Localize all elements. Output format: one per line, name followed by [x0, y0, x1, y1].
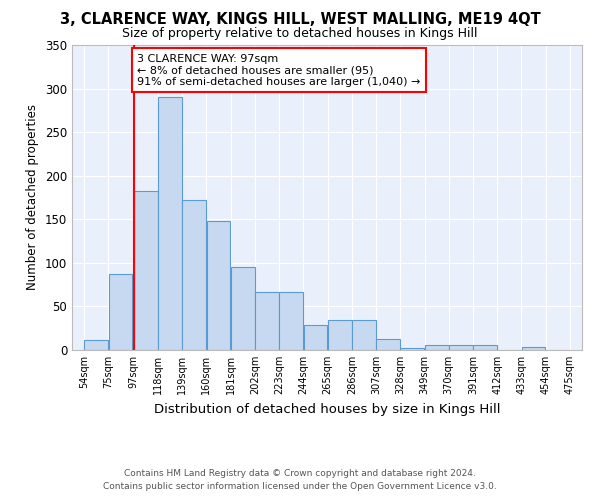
Bar: [425, 345, 449, 350]
Text: 3, CLARENCE WAY, KINGS HILL, WEST MALLING, ME19 4QT: 3, CLARENCE WAY, KINGS HILL, WEST MALLIN…: [59, 12, 541, 28]
Bar: [84, 340, 108, 350]
Bar: [376, 338, 400, 350]
Bar: [304, 324, 328, 350]
Bar: [279, 292, 303, 350]
Text: Size of property relative to detached houses in Kings Hill: Size of property relative to detached ho…: [122, 28, 478, 40]
Bar: [182, 200, 206, 350]
Bar: [109, 274, 133, 350]
Bar: [328, 320, 352, 350]
Bar: [206, 221, 230, 350]
Bar: [134, 190, 158, 350]
Bar: [400, 348, 424, 350]
Bar: [473, 345, 497, 350]
Bar: [352, 320, 376, 350]
Text: 3 CLARENCE WAY: 97sqm
← 8% of detached houses are smaller (95)
91% of semi-detac: 3 CLARENCE WAY: 97sqm ← 8% of detached h…: [137, 54, 421, 87]
Bar: [449, 345, 473, 350]
Bar: [255, 292, 279, 350]
Bar: [521, 346, 545, 350]
X-axis label: Distribution of detached houses by size in Kings Hill: Distribution of detached houses by size …: [154, 402, 500, 415]
Bar: [231, 267, 255, 350]
Y-axis label: Number of detached properties: Number of detached properties: [26, 104, 40, 290]
Text: Contains HM Land Registry data © Crown copyright and database right 2024.
Contai: Contains HM Land Registry data © Crown c…: [103, 469, 497, 491]
Bar: [158, 98, 182, 350]
